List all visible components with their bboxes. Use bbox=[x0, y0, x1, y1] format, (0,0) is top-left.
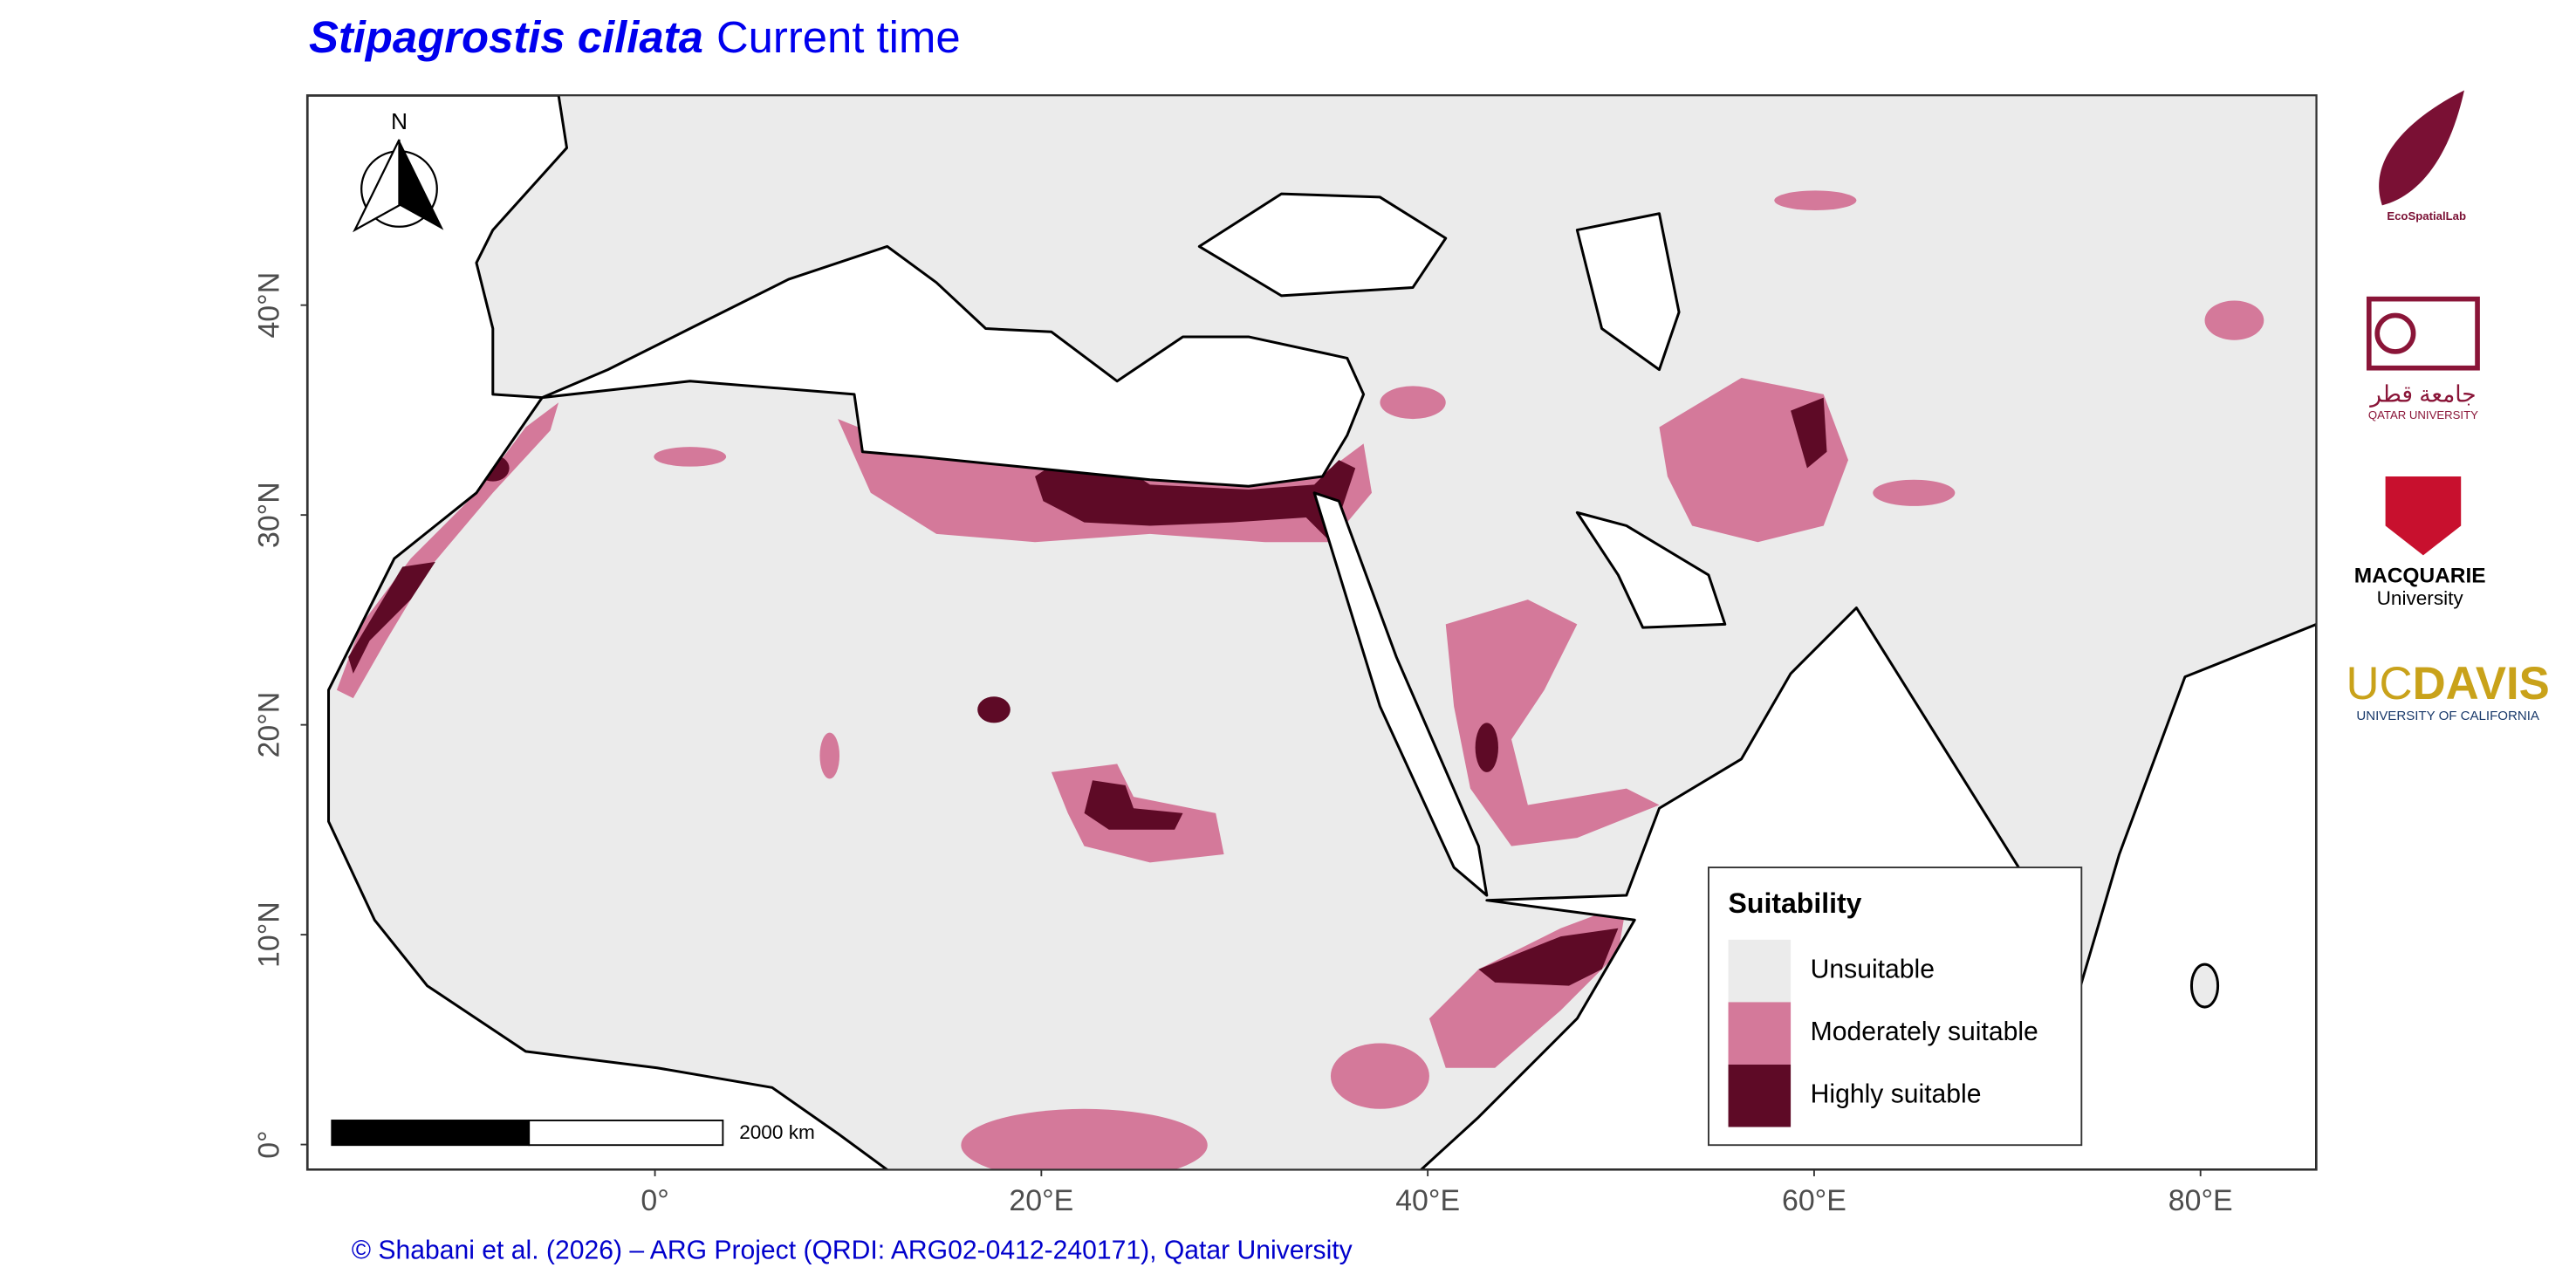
y-tick-label: 40°N bbox=[253, 272, 286, 339]
moderate-area bbox=[1774, 190, 1857, 210]
x-tick-label: 20°E bbox=[1009, 1184, 1073, 1217]
macquarie-name: MACQUARIE bbox=[2354, 564, 2486, 587]
moderate-area bbox=[654, 447, 727, 467]
legend-title: Suitability bbox=[1729, 887, 1862, 919]
north-arrow: N bbox=[353, 108, 444, 233]
high-area bbox=[977, 696, 1011, 723]
macquarie-crest bbox=[2385, 476, 2462, 556]
moderate-area bbox=[1330, 1043, 1429, 1109]
black-sea bbox=[1197, 192, 1448, 298]
red-sea bbox=[1312, 491, 1489, 897]
ecospatial-logo bbox=[2379, 90, 2464, 206]
map-panel: 0° 20°E 40°E 60°E 80°E 0° 10°N 20°N 30°N 40°N N 2… bbox=[253, 94, 2318, 1217]
scale-bar-label: 2000 km bbox=[739, 1121, 815, 1143]
moderate-area bbox=[819, 732, 840, 779]
x-tick-label: 0° bbox=[641, 1184, 668, 1217]
ucdavis-sub: UNIVERSITY OF CALIFORNIA bbox=[2356, 709, 2539, 723]
moderate-area bbox=[1380, 386, 1446, 420]
title: Stipagrostis ciliata Current time bbox=[309, 12, 961, 62]
north-arrow-dark bbox=[399, 140, 444, 230]
x-tick-label: 60°E bbox=[1782, 1184, 1846, 1217]
moderate-area bbox=[1873, 479, 1956, 506]
qatar-logo bbox=[2366, 296, 2480, 371]
high-area bbox=[1791, 397, 1827, 469]
ucdavis-davis: DAVIS bbox=[2413, 658, 2550, 709]
north-arrow-light bbox=[353, 139, 401, 233]
axis-ticks: 0° 20°E 40°E 60°E 80°E 0° 10°N 20°N 30°N 40°N bbox=[253, 272, 2233, 1217]
legend-label: Unsuitable bbox=[1811, 956, 1935, 984]
x-tick-label: 40°E bbox=[1395, 1184, 1460, 1217]
high-area bbox=[1475, 723, 1498, 772]
legend: Suitability Unsuitable Moderately suitabl… bbox=[1708, 867, 2083, 1147]
moderate-area bbox=[1445, 599, 1660, 846]
qatar-english: QATAR UNIVERSITY bbox=[2368, 408, 2478, 421]
moderate-area bbox=[961, 1108, 1208, 1170]
scale-bar: 2000 km bbox=[331, 1120, 815, 1147]
high-area bbox=[1084, 780, 1183, 830]
legend-key bbox=[1728, 1064, 1792, 1127]
y-tick-label: 30°N bbox=[253, 482, 286, 548]
north-label: N bbox=[391, 108, 408, 134]
credit: © Shabani et al. (2026) – ARG Project (Q… bbox=[352, 1237, 1353, 1265]
atlantic-ocean bbox=[307, 95, 889, 1170]
scale-bar-light bbox=[528, 1120, 724, 1147]
caspian-sea bbox=[1575, 212, 1681, 372]
y-tick-label: 20°N bbox=[253, 692, 286, 758]
persian-gulf bbox=[1575, 510, 1727, 629]
y-tick-label: 0° bbox=[253, 1130, 286, 1158]
legend-label: Highly suitable bbox=[1811, 1080, 1982, 1109]
legend-key bbox=[1728, 939, 1792, 1003]
map-frame bbox=[305, 94, 2318, 1171]
high-areas bbox=[348, 397, 1827, 986]
sri-lanka bbox=[2189, 963, 2220, 1009]
high-area bbox=[1478, 928, 1619, 986]
mediterranean-sea bbox=[540, 244, 1366, 488]
logos: EcoSpatialLab جامعة قطر QATAR UNIVERSITY… bbox=[2346, 90, 2550, 723]
legend-key bbox=[1728, 1002, 1792, 1065]
legend-label: Moderately suitable bbox=[1811, 1017, 2038, 1046]
ecospatial-text: EcoSpatialLab bbox=[2387, 209, 2466, 223]
moderate-area bbox=[2204, 300, 2264, 340]
y-tick-label: 10°N bbox=[253, 901, 286, 968]
high-area bbox=[1035, 460, 1356, 543]
scale-bar-dark bbox=[331, 1120, 531, 1147]
period: Current time bbox=[716, 12, 961, 62]
ucdavis-name: UCDAVIS bbox=[2346, 658, 2550, 709]
qatar-arabic: جامعة قطر bbox=[2368, 381, 2476, 408]
qatar-logo-mark bbox=[2374, 312, 2416, 354]
ucdavis-uc: UC bbox=[2346, 658, 2413, 709]
map-body bbox=[307, 95, 2317, 1170]
macquarie-sub: University bbox=[2377, 587, 2464, 609]
x-tick-label: 80°E bbox=[2168, 1184, 2233, 1217]
species-name: Stipagrostis ciliata bbox=[309, 12, 703, 62]
high-area bbox=[348, 561, 435, 674]
